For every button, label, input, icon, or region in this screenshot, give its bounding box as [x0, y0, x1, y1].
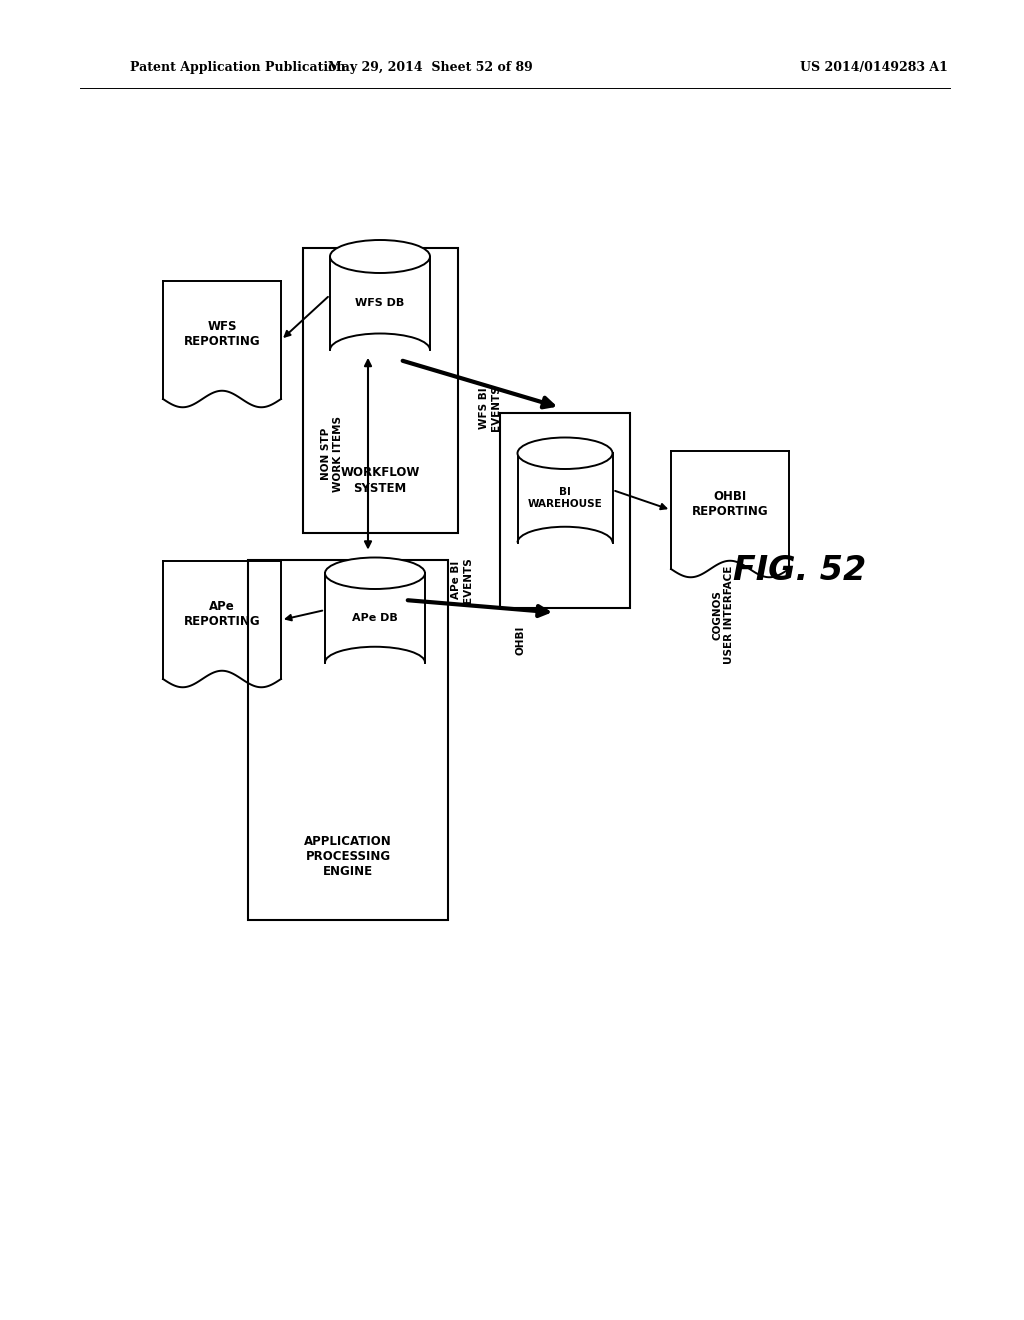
Ellipse shape: [330, 240, 430, 273]
Polygon shape: [517, 453, 612, 543]
Text: OHBI: OHBI: [515, 626, 525, 655]
Polygon shape: [330, 256, 430, 350]
Text: APPLICATION
PROCESSING
ENGINE: APPLICATION PROCESSING ENGINE: [304, 836, 392, 878]
FancyBboxPatch shape: [248, 560, 449, 920]
Text: Patent Application Publication: Patent Application Publication: [130, 62, 345, 74]
Text: NON STP
WORK ITEMS: NON STP WORK ITEMS: [322, 416, 343, 492]
Text: WORKFLOW
SYSTEM: WORKFLOW SYSTEM: [340, 466, 420, 495]
Text: OHBI
REPORTING: OHBI REPORTING: [691, 490, 768, 519]
Ellipse shape: [517, 437, 612, 469]
FancyBboxPatch shape: [500, 412, 630, 607]
Text: US 2014/0149283 A1: US 2014/0149283 A1: [800, 62, 948, 74]
Text: APe
REPORTING: APe REPORTING: [183, 601, 260, 628]
Text: WFS BI
EVENTS: WFS BI EVENTS: [479, 385, 501, 430]
Text: COGNOS
USER INTERFACE: COGNOS USER INTERFACE: [713, 566, 734, 664]
Text: WFS
REPORTING: WFS REPORTING: [183, 321, 260, 348]
Text: FIG. 52: FIG. 52: [733, 553, 866, 586]
Text: May 29, 2014  Sheet 52 of 89: May 29, 2014 Sheet 52 of 89: [328, 62, 532, 74]
Text: APe DB: APe DB: [352, 612, 398, 623]
FancyBboxPatch shape: [302, 248, 458, 532]
Text: WFS DB: WFS DB: [355, 298, 404, 309]
Ellipse shape: [325, 557, 425, 589]
Text: BI
WAREHOUSE: BI WAREHOUSE: [527, 487, 602, 508]
Text: APe BI
EVENTS: APe BI EVENTS: [452, 557, 473, 603]
Polygon shape: [325, 573, 425, 663]
